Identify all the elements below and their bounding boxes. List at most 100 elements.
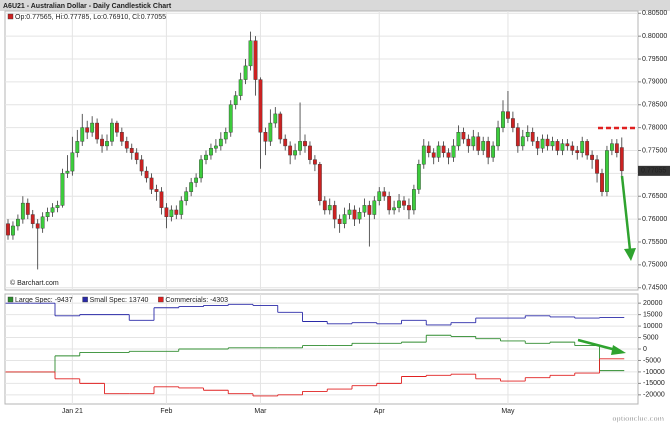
- candle-body: [431, 152, 436, 158]
- candle-body: [466, 138, 471, 147]
- annotation-arrow: [620, 175, 632, 251]
- legend-label: Commercials: -4303: [165, 297, 228, 304]
- candle-body: [100, 138, 104, 147]
- candle-body: [228, 104, 233, 133]
- candle-body: [461, 132, 466, 140]
- annotation-arrowhead: [611, 345, 626, 355]
- candle-body: [194, 177, 198, 183]
- candle-body: [387, 196, 392, 211]
- y-tick-label: 0.74500: [642, 285, 667, 292]
- legend-swatch: [82, 296, 88, 303]
- candle-body: [446, 152, 451, 158]
- candle-body: [322, 200, 327, 211]
- y-tick-label: 0.75000: [642, 262, 667, 269]
- candle-body: [545, 138, 550, 147]
- candle-body: [313, 159, 317, 165]
- candle-body: [189, 182, 194, 192]
- y-tick-label: 0.79000: [642, 79, 667, 86]
- candle-body: [441, 145, 446, 153]
- y-tick-label: 0.80000: [642, 33, 667, 40]
- candle-body: [600, 173, 604, 192]
- candle-body: [95, 122, 100, 140]
- candle-body: [520, 136, 525, 147]
- candle-body: [610, 143, 614, 151]
- candle-body: [451, 145, 456, 158]
- y-tick-label: -5000: [643, 357, 661, 364]
- last-price-box: [638, 165, 670, 176]
- candle-body: [426, 145, 431, 153]
- legend-label: Large Spec: -9437: [15, 297, 73, 304]
- legend-swatch: [158, 296, 164, 303]
- candle-body: [456, 132, 461, 147]
- title-bar: [0, 0, 670, 11]
- candle-body: [342, 214, 347, 224]
- candle-body: [412, 189, 416, 211]
- candle-body: [278, 113, 283, 140]
- y-tick-label: 5000: [643, 334, 659, 341]
- candle-body: [382, 191, 387, 197]
- candle-body: [144, 170, 149, 179]
- candle-body: [124, 141, 129, 149]
- candle-body: [530, 132, 535, 142]
- candle-body: [164, 207, 169, 218]
- candle-body: [416, 164, 421, 190]
- candle-body: [209, 148, 213, 156]
- y-tick-label: 0.76000: [642, 216, 667, 223]
- candle-body: [501, 111, 505, 128]
- candle-body: [85, 127, 90, 133]
- candle-body: [129, 148, 134, 153]
- candle-body: [614, 143, 619, 153]
- ohlc-label: Op:0.77565, Hi:0.77785, Lo:0.76910, Cl:0…: [15, 14, 166, 21]
- candle-body: [119, 132, 124, 142]
- y-tick-label: 0.78500: [642, 102, 667, 109]
- candle-body: [317, 164, 322, 202]
- candle-body: [481, 141, 486, 151]
- candle-body: [159, 191, 164, 208]
- candle-body: [258, 79, 263, 133]
- candle-body: [585, 141, 590, 156]
- y-tick-label: 10000: [643, 323, 663, 330]
- y-tick-label: 0.79500: [642, 56, 667, 63]
- candle-body: [243, 65, 248, 80]
- candle-body: [20, 202, 25, 220]
- candle-body: [570, 145, 575, 151]
- candle-body: [90, 122, 95, 133]
- candle-body: [263, 132, 268, 142]
- candle-body: [471, 136, 476, 147]
- candle-body: [134, 152, 139, 160]
- candle-body: [372, 200, 377, 215]
- watermark: optionclue.com: [612, 416, 664, 423]
- candle-body: [511, 118, 515, 128]
- candle-body: [50, 207, 55, 213]
- candle-body: [332, 205, 337, 220]
- candle-body: [303, 141, 307, 147]
- candle-body: [238, 79, 243, 96]
- legend-swatch: [7, 296, 14, 303]
- candle-body: [55, 205, 60, 208]
- candle-body: [421, 145, 426, 165]
- candle-body: [110, 122, 114, 142]
- y-tick-label: 15000: [643, 311, 663, 318]
- candle-body: [491, 145, 495, 158]
- candle-body: [184, 191, 189, 202]
- candle-body: [357, 212, 362, 220]
- candle-body: [565, 143, 570, 147]
- candle-body: [70, 152, 75, 172]
- candle-body: [204, 154, 208, 160]
- candle-body: [550, 141, 555, 147]
- candle-body: [436, 145, 441, 158]
- y-tick-label: -10000: [643, 369, 665, 376]
- y-tick-label: 20000: [643, 300, 663, 307]
- candle-body: [218, 138, 223, 147]
- candle-body: [223, 132, 228, 140]
- y-tick-label: 0.80500: [642, 10, 667, 17]
- source: © Barchart.com: [10, 279, 59, 287]
- x-tick-label: May: [501, 408, 515, 415]
- candle-body: [580, 141, 585, 153]
- candle-body: [6, 223, 10, 236]
- candle-body: [25, 202, 30, 215]
- candle-body: [619, 147, 624, 172]
- x-tick-label: Apr: [374, 408, 386, 415]
- y-tick-label: 0.75500: [642, 239, 667, 246]
- annotation-arrowhead: [624, 248, 636, 261]
